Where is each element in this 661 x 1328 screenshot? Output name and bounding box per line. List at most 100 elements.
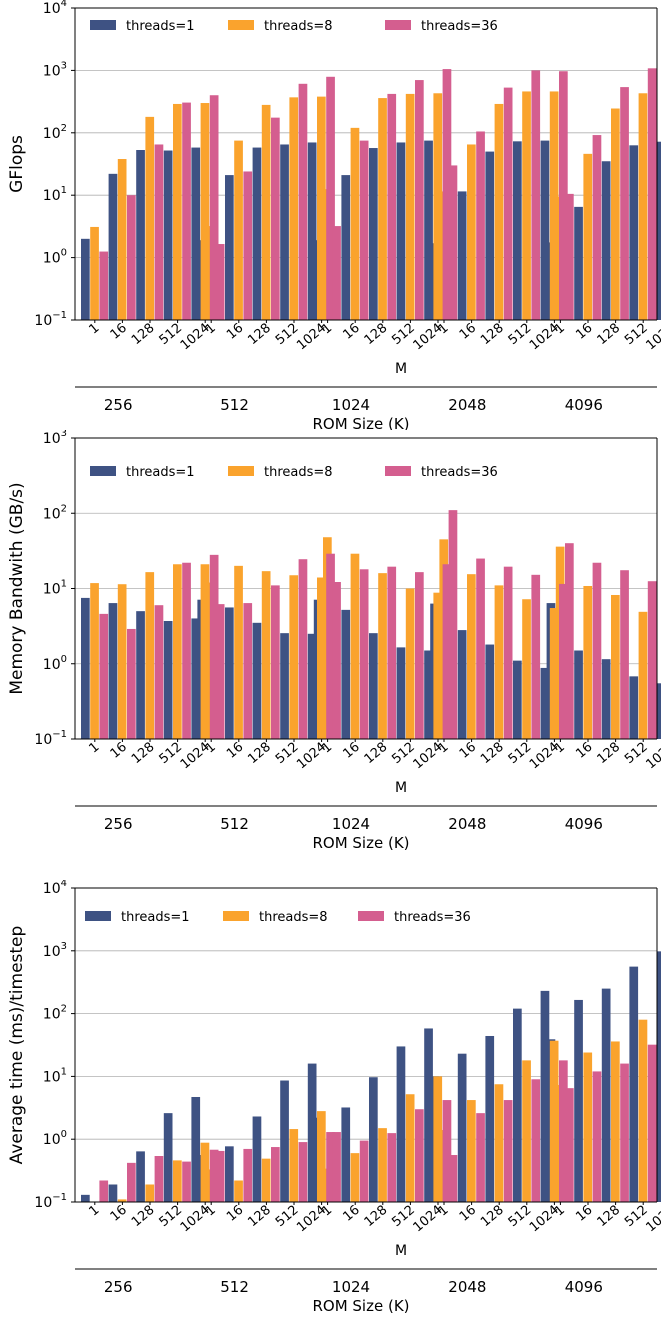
x-tick-label: 16 xyxy=(457,1203,479,1225)
bar xyxy=(182,562,191,739)
bar xyxy=(549,91,559,320)
bar xyxy=(457,630,467,739)
bar xyxy=(163,620,173,739)
bar xyxy=(647,68,657,320)
bar xyxy=(99,613,109,739)
bar xyxy=(261,104,271,320)
bar xyxy=(565,1088,574,1202)
bar xyxy=(108,173,118,320)
bar xyxy=(234,565,243,739)
bar xyxy=(592,562,602,739)
bar xyxy=(252,147,262,320)
group-tick-label: 512 xyxy=(220,396,249,414)
bar xyxy=(424,140,433,320)
group-tick-label: 1024 xyxy=(332,396,370,414)
bar xyxy=(638,611,648,739)
bar xyxy=(117,1199,127,1202)
y-tick-label: 102 xyxy=(43,1004,67,1023)
y-tick-label: 10−1 xyxy=(34,729,67,748)
x-tick-label: 16 xyxy=(457,740,479,762)
legend-swatch xyxy=(358,911,384,921)
bar xyxy=(611,108,620,320)
bar xyxy=(638,1019,648,1202)
bar xyxy=(620,570,629,739)
legend-label: threads=1 xyxy=(126,19,195,34)
bar xyxy=(289,1129,299,1202)
bar xyxy=(243,171,253,320)
bar xyxy=(280,633,289,739)
bar xyxy=(448,165,458,320)
bar xyxy=(341,175,351,320)
y-tick-label: 10−1 xyxy=(34,1192,67,1211)
bar xyxy=(225,607,234,739)
x-tick-label: 128 xyxy=(362,1203,391,1230)
bar xyxy=(341,609,351,739)
group-tick-label: 1024 xyxy=(332,1278,370,1296)
bar xyxy=(163,1113,173,1202)
bar xyxy=(405,1094,415,1202)
bar xyxy=(271,585,280,739)
x-axis-label: M xyxy=(395,361,407,377)
bar xyxy=(99,251,109,320)
group-tick-label: 4096 xyxy=(565,396,603,414)
bar xyxy=(173,1160,182,1202)
y-axis-label: Average time (ms)/timestep xyxy=(7,926,27,1165)
y-tick-label: 100 xyxy=(43,1129,67,1148)
bar xyxy=(503,87,513,320)
bar xyxy=(592,1071,602,1202)
bar xyxy=(513,1008,522,1202)
legend-label: threads=36 xyxy=(421,465,498,480)
bar xyxy=(592,135,602,320)
bar xyxy=(611,1041,620,1202)
bar xyxy=(387,1133,397,1202)
legend-label: threads=36 xyxy=(394,910,471,925)
bar xyxy=(234,140,243,320)
x-axis-label: M xyxy=(395,780,407,796)
y-tick-label: 102 xyxy=(43,503,67,522)
bar xyxy=(81,1194,90,1202)
bar xyxy=(448,510,458,739)
bar xyxy=(326,1132,335,1202)
bar xyxy=(350,553,360,739)
bar xyxy=(559,1060,568,1202)
bar xyxy=(494,103,504,320)
legend-swatch xyxy=(85,911,111,921)
bar xyxy=(191,618,201,739)
legend-swatch xyxy=(228,466,254,476)
group-tick-label: 512 xyxy=(220,815,249,833)
bar xyxy=(574,999,583,1202)
legend-label: threads=1 xyxy=(126,465,195,480)
bar xyxy=(261,1158,271,1202)
bar xyxy=(182,1161,191,1202)
group-tick-label: 2048 xyxy=(448,1278,486,1296)
bar xyxy=(565,543,574,739)
x-tick-label: 128 xyxy=(595,1203,624,1230)
bar xyxy=(359,1140,369,1202)
legend-swatch xyxy=(90,20,116,30)
x-tick-label: 16 xyxy=(340,1203,362,1225)
bar xyxy=(457,191,467,320)
x-tick-label: 16 xyxy=(224,321,246,343)
bar xyxy=(200,564,210,739)
bar xyxy=(136,150,145,320)
bar xyxy=(127,1162,136,1202)
bar xyxy=(531,1079,541,1202)
bar xyxy=(289,575,299,739)
bar xyxy=(657,951,661,1202)
y-tick-label: 101 xyxy=(43,1066,67,1085)
bar xyxy=(191,1096,201,1202)
average-time-chart: 10−1 100 101 102 103 104 Average time (ms)/tim… xyxy=(7,880,661,1315)
x-tick-label: 128 xyxy=(362,740,391,767)
bar xyxy=(574,650,583,739)
bar xyxy=(127,628,136,739)
x-tick-label: 1024 xyxy=(643,321,661,354)
bar xyxy=(209,1149,219,1202)
x-tick-label: 128 xyxy=(129,740,158,767)
bar xyxy=(424,1028,433,1202)
group-tick-label: 256 xyxy=(104,1278,133,1296)
bar xyxy=(326,553,335,739)
bar xyxy=(405,93,415,320)
group-tick-label: 256 xyxy=(104,396,133,414)
bar xyxy=(117,159,127,320)
